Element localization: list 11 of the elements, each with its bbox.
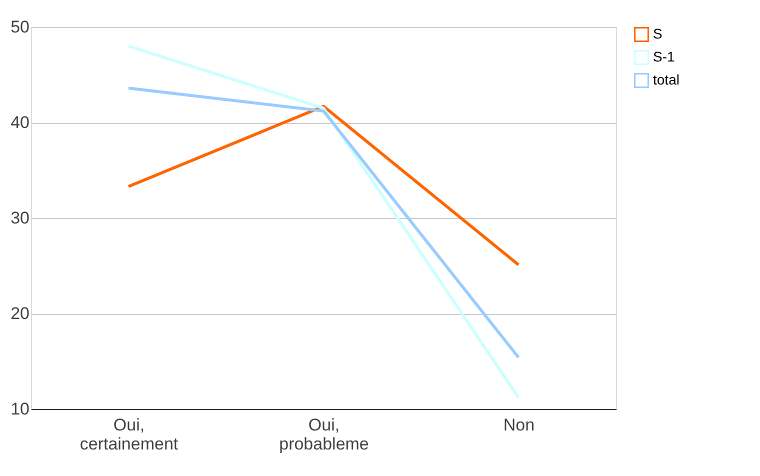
y-tick-label: 50 [10,18,30,36]
x-tick-label: Oui, certainement [80,416,178,454]
x-tick-label: Non [503,416,535,434]
y-tick-label: 20 [10,304,30,323]
y-tick-label: 40 [10,113,30,132]
legend-label: total [653,72,680,88]
legend-label: S-1 [653,48,675,64]
x-tick-label: Oui, probableme [279,416,369,454]
legend-label: S [653,26,662,42]
y-tick-label: 30 [10,208,30,228]
y-tick-label: 10 [10,400,30,418]
